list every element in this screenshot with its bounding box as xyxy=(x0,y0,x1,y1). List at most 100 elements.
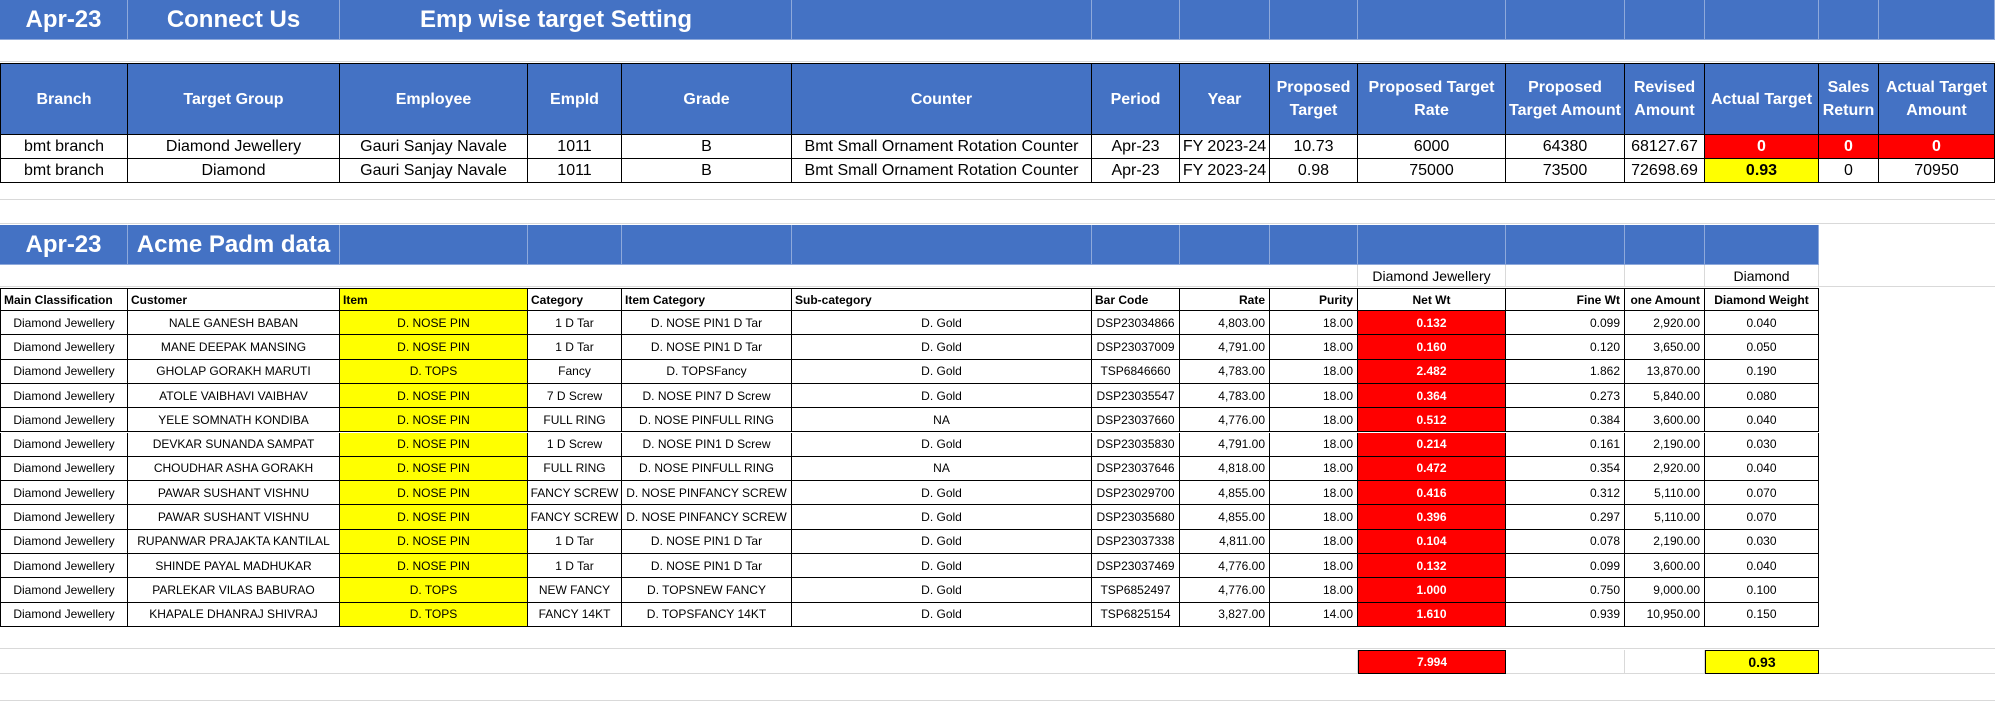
net-wt-total[interactable]: 7.994 xyxy=(1358,650,1506,674)
cell-rate[interactable]: 4,783.00 xyxy=(1180,383,1270,409)
band-cell[interactable] xyxy=(1506,225,1625,265)
cell-item-category[interactable]: D. NOSE PIN1 D Tar xyxy=(622,335,792,360)
diamond-weight-total[interactable]: 0.93 xyxy=(1705,650,1819,674)
cell-rate[interactable]: 4,776.00 xyxy=(1180,554,1270,579)
cell-diamond-weight[interactable]: 0.070 xyxy=(1705,505,1819,530)
cell-diamond-weight[interactable]: 0.100 xyxy=(1705,578,1819,603)
empty-cell[interactable] xyxy=(1506,650,1625,674)
cell-customer[interactable]: RUPANWAR PRAJAKTA KANTILAL xyxy=(128,529,340,554)
empty-cell[interactable] xyxy=(1625,265,1705,287)
col-period[interactable]: Period xyxy=(1092,63,1180,135)
cell-bar-code[interactable]: DSP23037338 xyxy=(1092,529,1180,554)
col-proposed-target[interactable]: Proposed Target xyxy=(1270,63,1358,135)
cell-proposed-target[interactable]: 0.98 xyxy=(1270,159,1358,183)
cell-diamond-weight[interactable]: 0.050 xyxy=(1705,335,1819,360)
col-net-wt[interactable]: Net Wt xyxy=(1358,288,1506,311)
cell-net-wt[interactable]: 0.214 xyxy=(1358,432,1506,457)
empty-cell[interactable] xyxy=(1625,650,1705,674)
band-cell[interactable] xyxy=(1625,225,1705,265)
col-item-category[interactable]: Item Category xyxy=(622,288,792,311)
cell-category[interactable]: FANCY SCREW xyxy=(528,505,622,530)
band-cell[interactable] xyxy=(1270,225,1358,265)
cell-diamond-weight[interactable]: 0.030 xyxy=(1705,529,1819,554)
cell-customer[interactable]: KHAPALE DHANRAJ SHIVRAJ xyxy=(128,602,340,627)
cell-counter[interactable]: Bmt Small Ornament Rotation Counter xyxy=(792,159,1092,183)
cell-rate[interactable]: 4,855.00 xyxy=(1180,481,1270,506)
cell-diamond-weight[interactable]: 0.080 xyxy=(1705,383,1819,409)
cell-item-category[interactable]: D. NOSE PINFULL RING xyxy=(622,456,792,482)
cell-item-category[interactable]: D. NOSE PIN1 D Tar xyxy=(622,554,792,579)
cell-stone-amount[interactable]: 3,600.00 xyxy=(1625,554,1705,579)
col-proposed-target-amount[interactable]: Proposed Target Amount xyxy=(1506,63,1625,135)
cell-stone-amount[interactable]: 2,920.00 xyxy=(1625,311,1705,336)
col-actual-target[interactable]: Actual Target xyxy=(1705,63,1819,135)
cell-branch[interactable]: bmt branch xyxy=(0,159,128,183)
empty-cell[interactable] xyxy=(0,200,1995,224)
band-cell[interactable] xyxy=(1625,0,1705,40)
cell-diamond-weight[interactable]: 0.190 xyxy=(1705,359,1819,384)
cell-sub-category[interactable]: D. Gold xyxy=(792,505,1092,530)
cell-item[interactable]: D. NOSE PIN xyxy=(340,505,528,530)
empty-cell[interactable] xyxy=(0,40,1995,62)
cell-fine-wt[interactable]: 0.078 xyxy=(1506,529,1625,554)
cell-purity[interactable]: 18.00 xyxy=(1270,456,1358,482)
cell-item[interactable]: D. NOSE PIN xyxy=(340,529,528,554)
cell-employee[interactable]: Gauri Sanjay Navale xyxy=(340,159,528,183)
band-cell[interactable] xyxy=(1092,225,1180,265)
col-year[interactable]: Year xyxy=(1180,63,1270,135)
cell-diamond-weight[interactable]: 0.040 xyxy=(1705,408,1819,433)
cell-rate[interactable]: 4,803.00 xyxy=(1180,311,1270,336)
cell-item-category[interactable]: D. NOSE PIN7 D Screw xyxy=(622,383,792,409)
cell-customer[interactable]: ATOLE VAIBHAVI VAIBHAV xyxy=(128,383,340,409)
empty-cell[interactable] xyxy=(0,675,1995,701)
empty-cell[interactable] xyxy=(1819,265,1995,287)
cell-sub-category[interactable]: D. Gold xyxy=(792,529,1092,554)
cell-item[interactable]: D. NOSE PIN xyxy=(340,432,528,457)
cell-fine-wt[interactable]: 0.384 xyxy=(1506,408,1625,433)
cell-bar-code[interactable]: DSP23035680 xyxy=(1092,505,1180,530)
cell-target-group[interactable]: Diamond xyxy=(128,159,340,183)
cell-customer[interactable]: MANE DEEPAK MANSING xyxy=(128,335,340,360)
cell-net-wt[interactable]: 1.610 xyxy=(1358,602,1506,627)
col-item[interactable]: Item xyxy=(340,288,528,311)
empty-cell[interactable] xyxy=(1506,265,1625,287)
cell-stone-amount[interactable]: 3,600.00 xyxy=(1625,408,1705,433)
cell-item[interactable]: D. NOSE PIN xyxy=(340,383,528,409)
empty-cell[interactable] xyxy=(0,650,1358,674)
empty-cell[interactable] xyxy=(0,627,1995,649)
col-sub-category[interactable]: Sub-category xyxy=(792,288,1092,311)
cell-item[interactable]: D. NOSE PIN xyxy=(340,456,528,482)
cell-category[interactable]: 1 D Tar xyxy=(528,554,622,579)
band-cell[interactable] xyxy=(1879,0,1995,40)
cell-main-classification[interactable]: Diamond Jewellery xyxy=(0,602,128,627)
cell-bar-code[interactable]: DSP23035547 xyxy=(1092,383,1180,409)
cell-customer[interactable]: NALE GANESH BABAN xyxy=(128,311,340,336)
cell-diamond-weight[interactable]: 0.040 xyxy=(1705,456,1819,482)
cell-fine-wt[interactable]: 0.161 xyxy=(1506,432,1625,457)
cell-year[interactable]: FY 2023-24 xyxy=(1180,135,1270,159)
band-cell[interactable] xyxy=(1180,0,1270,40)
col-category[interactable]: Category xyxy=(528,288,622,311)
cell-bar-code[interactable]: TSP6825154 xyxy=(1092,602,1180,627)
cell-bar-code[interactable]: DSP23037660 xyxy=(1092,408,1180,433)
cell-rate[interactable]: 4,776.00 xyxy=(1180,578,1270,603)
cell-main-classification[interactable]: Diamond Jewellery xyxy=(0,383,128,409)
col-branch[interactable]: Branch xyxy=(0,63,128,135)
cell-revised-amount[interactable]: 72698.69 xyxy=(1625,159,1705,183)
cell-customer[interactable]: PARLEKAR VILAS BABURAO xyxy=(128,578,340,603)
cell-net-wt[interactable]: 0.512 xyxy=(1358,408,1506,433)
cell-sub-category[interactable]: D. Gold xyxy=(792,578,1092,603)
band-cell[interactable] xyxy=(792,0,1092,40)
cell-net-wt[interactable]: 1.000 xyxy=(1358,578,1506,603)
cell-stone-amount[interactable]: 2,190.00 xyxy=(1625,432,1705,457)
cell-purity[interactable]: 18.00 xyxy=(1270,359,1358,384)
cell-item-category[interactable]: D. NOSE PIN1 D Screw xyxy=(622,432,792,457)
section2-month[interactable]: Apr-23 xyxy=(0,225,128,265)
band-cell[interactable] xyxy=(1270,0,1358,40)
empty-cell[interactable] xyxy=(0,178,1995,200)
cell-main-classification[interactable]: Diamond Jewellery xyxy=(0,335,128,360)
section2-title[interactable]: Acme Padm data xyxy=(128,225,340,265)
cell-main-classification[interactable]: Diamond Jewellery xyxy=(0,408,128,433)
cell-stone-amount[interactable]: 9,000.00 xyxy=(1625,578,1705,603)
sheet-title[interactable]: Emp wise target Setting xyxy=(340,0,792,40)
